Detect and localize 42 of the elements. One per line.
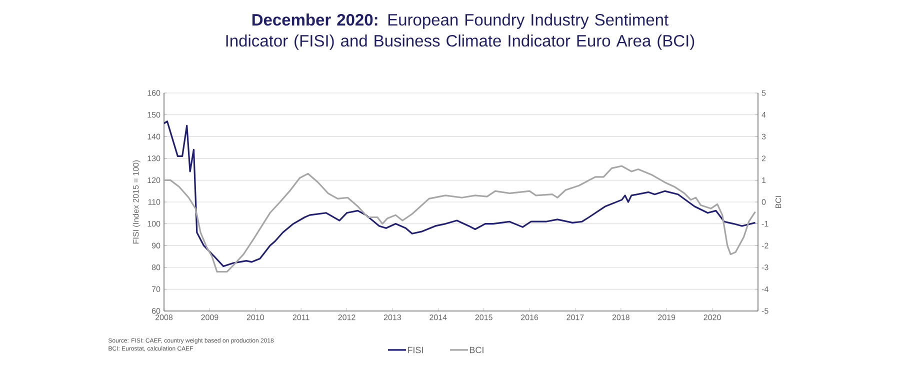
x-tick-label: 2020 (704, 314, 721, 320)
legend-label: FISI (408, 346, 423, 354)
x-tick-label: 2009 (201, 314, 218, 320)
chart-title: December 2020: European Foundry Industry Sentiment Indicator (FISI) and Business Climate Indicator Euro Area (BCI) (226, 14, 694, 50)
y-tick-label: 110 (148, 199, 160, 205)
x-tick-label: 2014 (430, 314, 447, 320)
line-series (164, 120, 756, 268)
x-tick-label: 2011 (292, 314, 310, 320)
legend-label: BCI (470, 346, 484, 354)
y-tick-label: 70 (152, 286, 160, 292)
y2-tick-label: -1 (762, 221, 768, 227)
x-tick-label: 2015 (475, 314, 492, 320)
x-tick-label: 2013 (384, 314, 402, 320)
y-tick-label: 150 (148, 112, 160, 118)
y2-tick-label: -5 (762, 308, 768, 314)
y-tick-label: 130 (148, 156, 160, 162)
y2-axis-title: BCI (776, 196, 782, 208)
y2-tick-label: -4 (762, 286, 768, 292)
y-tick-label: 60 (152, 308, 160, 314)
x-tick-label: 2018 (612, 314, 630, 320)
x-tick-label: 2017 (566, 314, 584, 320)
y-tick-label: 160 (148, 90, 160, 96)
x-tick-label: 2016 (521, 314, 538, 320)
y-tick-label: 80 (152, 264, 160, 270)
x-tick-label: 2019 (658, 314, 676, 320)
y-axis-title: FISI (Index 2015 = 100) (132, 160, 140, 244)
line-series (164, 165, 756, 273)
x-tick-label: 2008 (156, 314, 173, 320)
y2-tick-label: 1 (762, 177, 766, 183)
y-tick-label: 120 (148, 177, 160, 184)
x-tick-label: 2012 (338, 314, 356, 320)
y2-tick-label: 2 (762, 156, 766, 162)
x-tick-label: 2010 (246, 314, 264, 320)
y2-tick-label: -2 (762, 242, 768, 248)
y-tick-label: 100 (148, 220, 160, 227)
y-tick-label: 90 (152, 242, 160, 248)
y-tick-label: 140 (148, 134, 160, 140)
y2-tick-label: 5 (762, 90, 766, 96)
y2-tick-label: 0 (762, 199, 766, 205)
y2-tick-label: -3 (762, 264, 768, 270)
y2-tick-label: 4 (762, 112, 766, 118)
y2-tick-label: 3 (762, 134, 766, 140)
